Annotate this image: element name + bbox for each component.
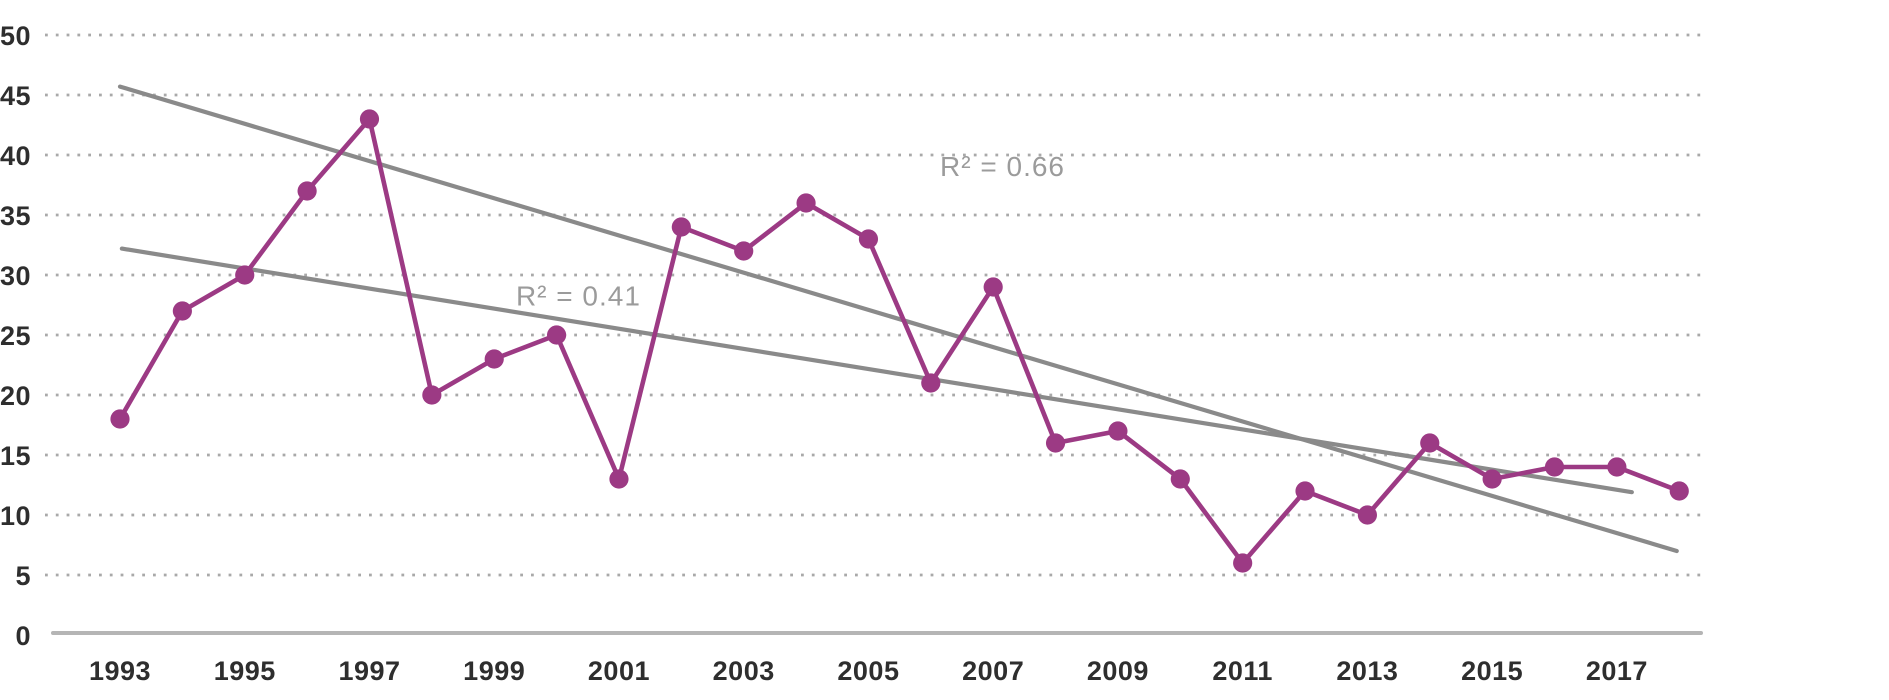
y-axis-tick-label: 45 — [0, 81, 31, 111]
y-axis-tick-label: 10 — [0, 501, 31, 531]
x-axis-tick-label-1993: 1993 — [89, 656, 151, 686]
data-point-2008 — [1045, 433, 1066, 453]
y-axis-tick-label: 50 — [0, 21, 31, 51]
y-axis-tick-label: 35 — [0, 201, 31, 231]
x-axis-tick-label-2009: 2009 — [1087, 656, 1149, 686]
data-point-1993 — [110, 409, 130, 429]
data-point-1999 — [484, 349, 504, 369]
data-point-2004 — [796, 193, 816, 213]
data-point-2007 — [983, 277, 1003, 297]
data-point-1996 — [297, 181, 317, 201]
trend-shallow-line — [119, 246, 1634, 495]
x-axis-tick-label-2005: 2005 — [837, 656, 899, 686]
x-axis-tick-label-2003: 2003 — [713, 656, 775, 686]
data-point-2001 — [609, 469, 629, 489]
x-axis-tick-label-1995: 1995 — [214, 656, 276, 686]
x-axis-tick-label-1999: 1999 — [463, 656, 525, 686]
y-axis-tick-label: 30 — [0, 261, 31, 291]
x-axis-tick-label-2011: 2011 — [1212, 656, 1273, 686]
x-axis-tick-label-2007: 2007 — [962, 656, 1024, 686]
data-point-2014 — [1420, 433, 1440, 453]
data-point-2002 — [671, 217, 691, 237]
y-axis-tick-label: 25 — [0, 321, 31, 351]
trend-shallow-r2-label: R² = 0.41 — [516, 281, 641, 312]
y-axis-tick-label: 15 — [0, 441, 31, 471]
data-point-2005 — [858, 229, 879, 249]
data-point-2016 — [1544, 457, 1565, 477]
trend-steep-r2-label: R² = 0.66 — [940, 151, 1065, 182]
series-line-annual-values — [117, 116, 1682, 566]
x-axis-tick-label-2017: 2017 — [1586, 656, 1648, 686]
data-point-2006 — [921, 373, 941, 393]
y-axis-tick-label: 0 — [15, 621, 31, 651]
data-point-2013 — [1357, 505, 1377, 525]
data-point-2003 — [734, 241, 754, 261]
y-axis-tick-label: 5 — [15, 561, 31, 591]
y-axis-tick-label: 20 — [0, 381, 31, 411]
data-point-1998 — [422, 385, 442, 405]
x-axis-tick-label-2001: 2001 — [588, 656, 650, 686]
x-axis-tick-label-2015: 2015 — [1461, 656, 1523, 686]
x-axis-tick-label-2013: 2013 — [1336, 656, 1398, 686]
data-point-2018 — [1669, 481, 1689, 501]
data-point-2015 — [1482, 469, 1502, 489]
data-point-1995 — [235, 265, 255, 285]
data-point-1997 — [359, 109, 380, 129]
y-axis-tick-label: 40 — [0, 141, 31, 171]
data-point-2010 — [1170, 469, 1190, 489]
data-point-1994 — [172, 301, 192, 321]
data-point-2017 — [1607, 457, 1627, 477]
data-point-2011 — [1233, 553, 1253, 573]
data-point-2009 — [1108, 421, 1128, 441]
x-axis-tick-label-1997: 1997 — [338, 656, 400, 686]
data-point-2000 — [546, 325, 567, 345]
data-point-2012 — [1295, 481, 1315, 501]
